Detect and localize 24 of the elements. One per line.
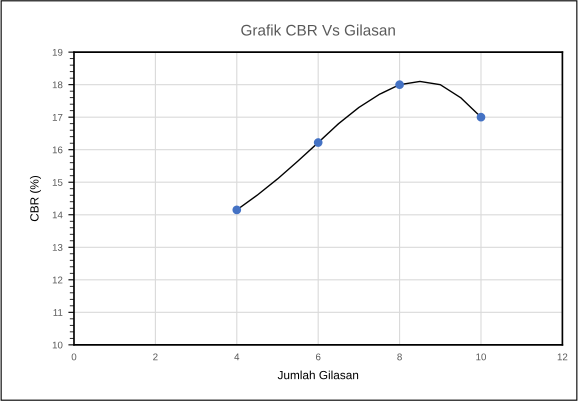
y-tick-label: 17 (52, 114, 62, 121)
x-axis-title: Jumlah Gilasan (278, 370, 358, 380)
x-tick-label: 6 (316, 353, 320, 360)
y-tick-label: 18 (52, 81, 62, 88)
x-tick-label: 8 (397, 353, 402, 360)
x-tick-label: 12 (558, 353, 568, 360)
x-tick-label: 10 (476, 353, 486, 360)
y-tick-label: 11 (54, 309, 62, 316)
y-tick-label: 15 (52, 179, 62, 186)
y-tick-label: 10 (52, 342, 62, 348)
point (232, 206, 242, 214)
point (314, 138, 323, 147)
x-tick-label: 4 (234, 354, 240, 360)
y-tick-label: 12 (52, 276, 62, 284)
y-tick-label: 16 (52, 146, 62, 154)
point (476, 112, 486, 122)
y-tick-label: 14 (52, 212, 63, 218)
y-tick-label: 13 (52, 244, 62, 251)
point (395, 80, 404, 90)
y-axis-title: CBR (%) (30, 176, 41, 222)
x-tick-label: 0 (72, 353, 76, 360)
y-tick-label: 19 (52, 48, 62, 56)
chart-title: Grafik CBR Vs Gilasan (241, 24, 395, 36)
x-tick-label: 2 (153, 353, 158, 360)
